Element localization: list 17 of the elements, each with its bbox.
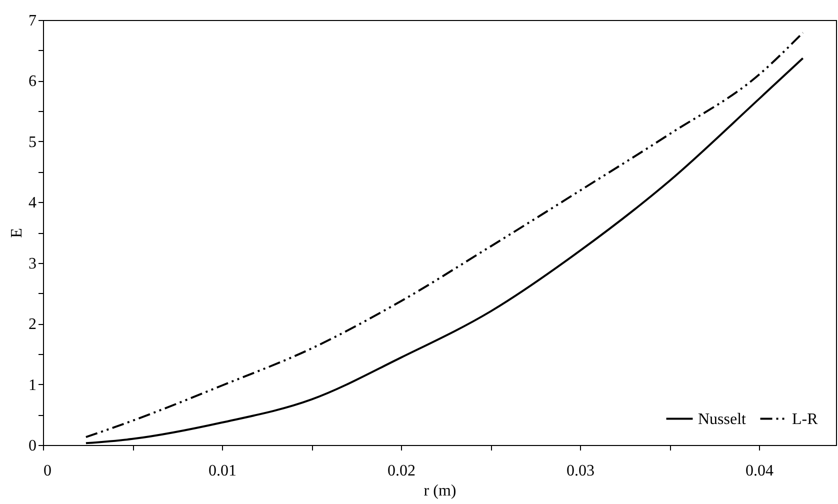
legend-label: L-R xyxy=(792,410,818,428)
y-tick-label: 7 xyxy=(28,12,36,30)
x-tick-label: 0.03 xyxy=(566,462,595,480)
y-axis-title: E xyxy=(8,228,26,238)
x-tick-label: 0.04 xyxy=(746,462,774,480)
y-tick-label: 2 xyxy=(28,316,36,334)
x-tick-label: 0.02 xyxy=(388,462,416,480)
y-tick-label: 3 xyxy=(28,255,36,272)
y-tick-label: 1 xyxy=(28,376,36,394)
y-tick-label: 4 xyxy=(28,194,36,212)
y-tick-label: 0 xyxy=(28,438,36,454)
x-axis-title: r (m) xyxy=(424,482,456,500)
y-tick-label: 5 xyxy=(28,134,36,151)
x-tick-label: 0 xyxy=(44,462,52,480)
x-tick-label: 0.01 xyxy=(208,462,237,480)
legend-label: Nusselt xyxy=(698,410,747,428)
y-tick-label: 6 xyxy=(28,73,36,90)
